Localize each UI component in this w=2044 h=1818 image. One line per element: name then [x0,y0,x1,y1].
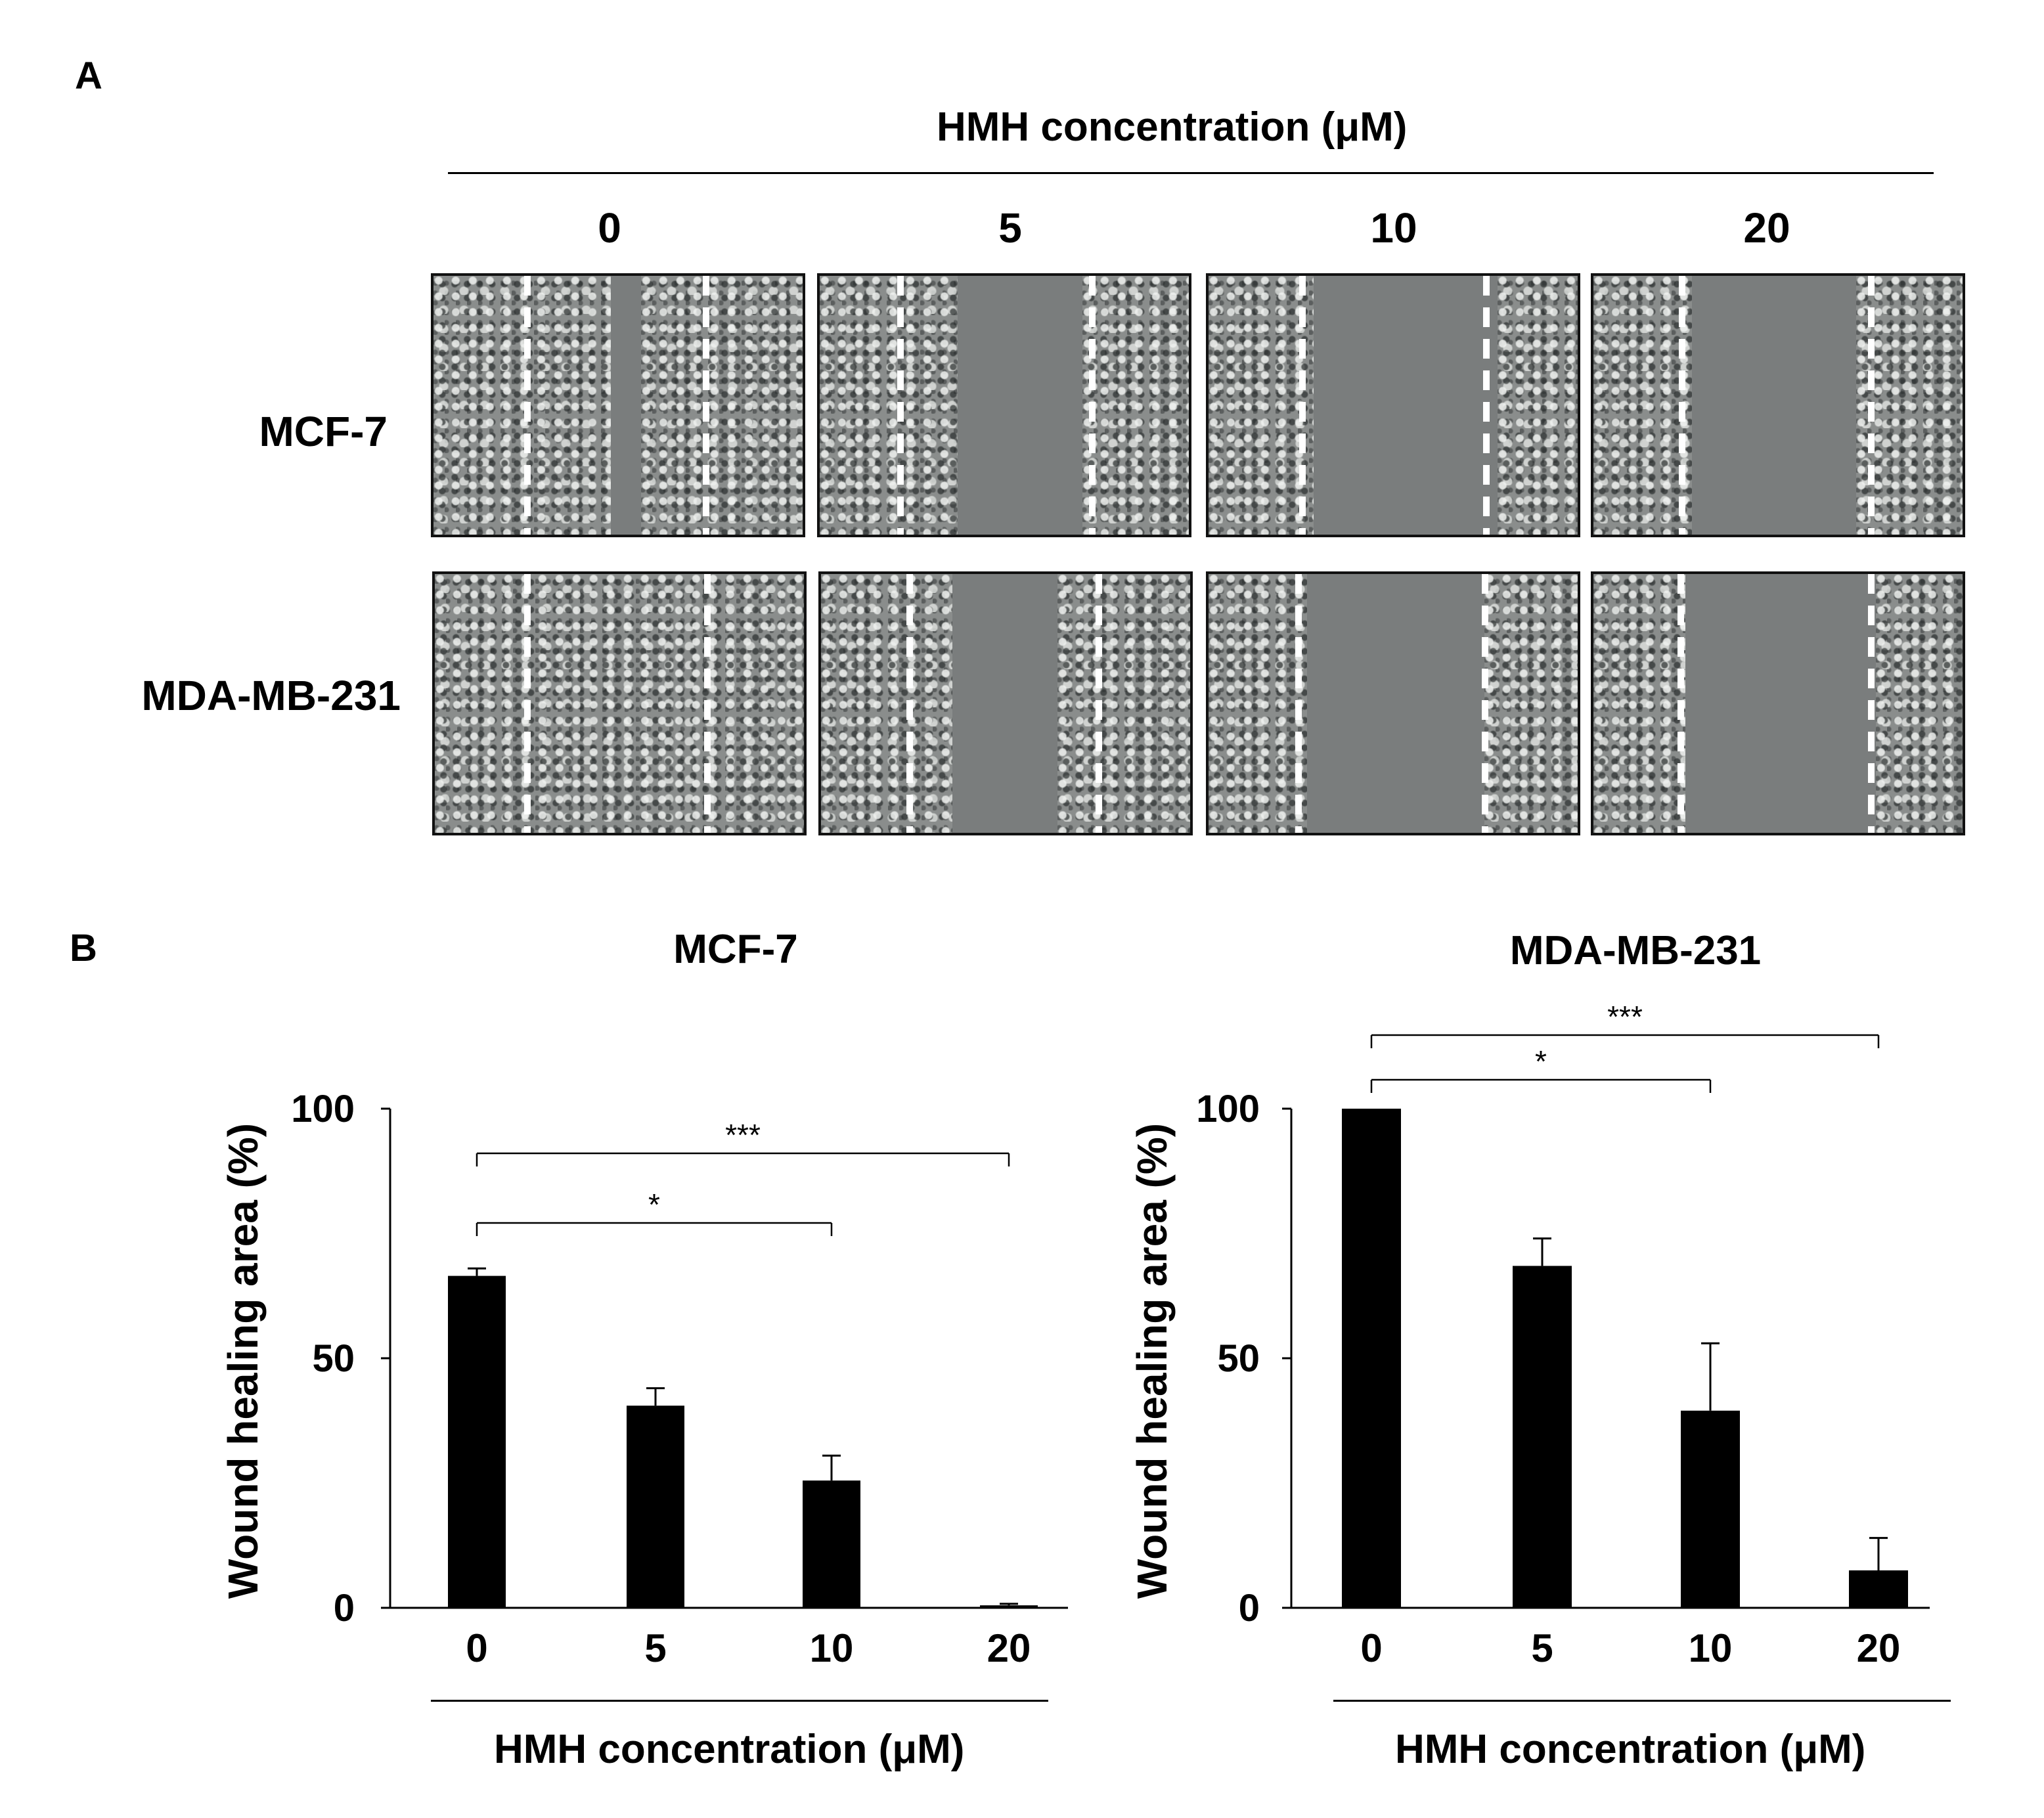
panel-b-label: B [70,927,97,969]
micrograph-mcf7-20 [1591,273,1965,537]
x-axis-label-mdamb231: HMH concentration (μM) [1395,1727,1866,1772]
bar-10 [1681,1410,1740,1608]
significance-bracket: *** [1370,1000,1880,1048]
x-group-rule-mcf7 [431,1700,1048,1702]
column-label-20: 20 [1743,204,1790,252]
micrograph-mdamb231-0 [432,571,807,835]
significance-label: * [1535,1044,1547,1078]
y-tick-label: 50 [1217,1337,1260,1380]
x-group-rule-mdamb231 [1333,1700,1951,1702]
micrograph-mdamb231-5 [818,571,1193,835]
bar-5 [627,1406,684,1608]
row-label-mdamb231: MDA-MB-231 [141,672,401,719]
micrograph-mcf7-10 [1206,273,1580,537]
chart-title-mdamb231: MDA-MB-231 [1509,928,1762,973]
bar-5 [1513,1266,1572,1608]
panel-a-label: A [75,55,102,97]
column-label-0: 0 [598,204,621,252]
chart-title-mcf7: MCF-7 [673,927,798,972]
x-tick-label-5: 5 [1531,1626,1553,1670]
micrograph-mcf7-5 [817,273,1191,537]
significance-bracket: * [476,1187,833,1236]
y-tick-label: 0 [334,1587,355,1630]
x-tick-label-0: 0 [466,1626,487,1670]
bar-0 [1342,1109,1401,1608]
y-tick-label: 100 [291,1088,355,1130]
bar-0 [448,1275,506,1608]
y-axis-label: Wound healing area (%) [1128,1123,1176,1599]
panel-a-header-rule [448,172,1934,174]
bar-20 [980,1605,1038,1608]
y-tick-label: 0 [1239,1587,1260,1630]
x-tick-label-20: 20 [987,1626,1031,1670]
column-label-5: 5 [998,204,1022,252]
row-label-mcf7: MCF-7 [259,408,388,455]
panel-a-header: HMH concentration (μM) [937,104,1408,150]
y-axis-label: Wound healing area (%) [219,1123,267,1599]
micrograph-mdamb231-20 [1591,571,1965,835]
column-label-10: 10 [1370,204,1417,252]
bar-10 [803,1480,860,1608]
significance-bracket: * [1370,1044,1712,1093]
micrograph-mcf7-0 [431,273,805,537]
x-tick-label-5: 5 [644,1626,666,1670]
x-axis-label-mcf7: HMH concentration (μM) [494,1727,965,1772]
x-tick-label-10: 10 [810,1626,854,1670]
y-tick-label: 50 [312,1337,355,1380]
bar-20 [1849,1570,1908,1608]
significance-label: * [648,1187,660,1222]
significance-label: *** [1607,1000,1643,1034]
x-tick-label-0: 0 [1360,1626,1382,1670]
micrograph-mdamb231-10 [1206,571,1580,835]
x-tick-label-20: 20 [1857,1626,1901,1670]
significance-bracket: *** [476,1118,1010,1166]
significance-label: *** [725,1118,761,1152]
x-tick-label-10: 10 [1689,1626,1733,1670]
y-tick-label: 100 [1196,1088,1260,1130]
